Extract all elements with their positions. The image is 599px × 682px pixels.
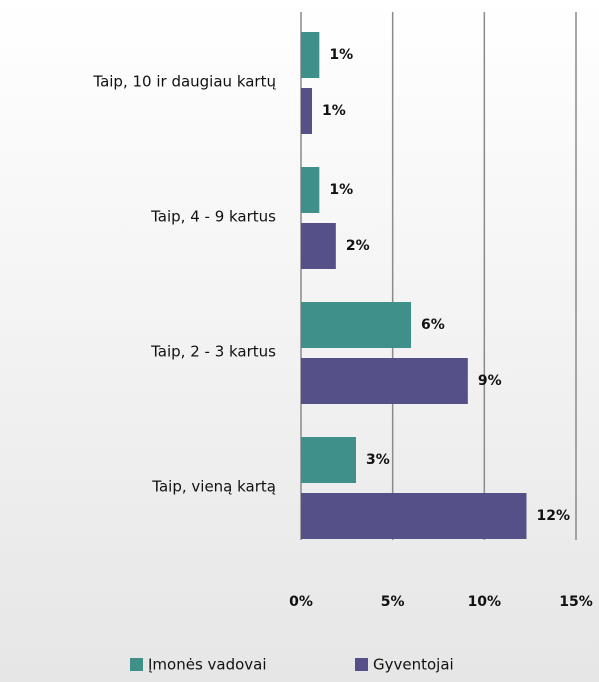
bar	[301, 32, 320, 78]
data-label: 2%	[346, 238, 370, 254]
y-tick-label: Taip, 4 - 9 kartus	[150, 208, 276, 226]
bar	[301, 88, 312, 134]
y-tick-label: Taip, 10 ir daugiau kartų	[92, 73, 276, 91]
bar	[301, 223, 336, 269]
data-label: 6%	[421, 317, 445, 333]
bar	[301, 493, 527, 539]
y-tick-label: Taip, vieną kartą	[151, 478, 276, 496]
legend-label: Gyventojai	[373, 656, 454, 674]
data-label: 1%	[329, 47, 353, 63]
data-label: 12%	[537, 508, 571, 524]
x-tick-label: 5%	[381, 594, 405, 610]
legend-label: Įmonės vadovai	[148, 656, 267, 674]
legend-swatch	[130, 658, 143, 671]
data-label: 1%	[322, 103, 346, 119]
legend-swatch	[355, 658, 368, 671]
y-tick-label: Taip, 2 - 3 kartus	[150, 343, 276, 361]
data-label: 9%	[478, 373, 502, 389]
bar	[301, 437, 356, 483]
bar	[301, 358, 468, 404]
x-tick-label: 0%	[289, 594, 313, 610]
bar	[301, 302, 411, 348]
data-label: 1%	[329, 182, 353, 198]
x-tick-label: 15%	[559, 594, 593, 610]
x-tick-label: 10%	[468, 594, 502, 610]
bar	[301, 167, 320, 213]
data-label: 3%	[366, 452, 390, 468]
